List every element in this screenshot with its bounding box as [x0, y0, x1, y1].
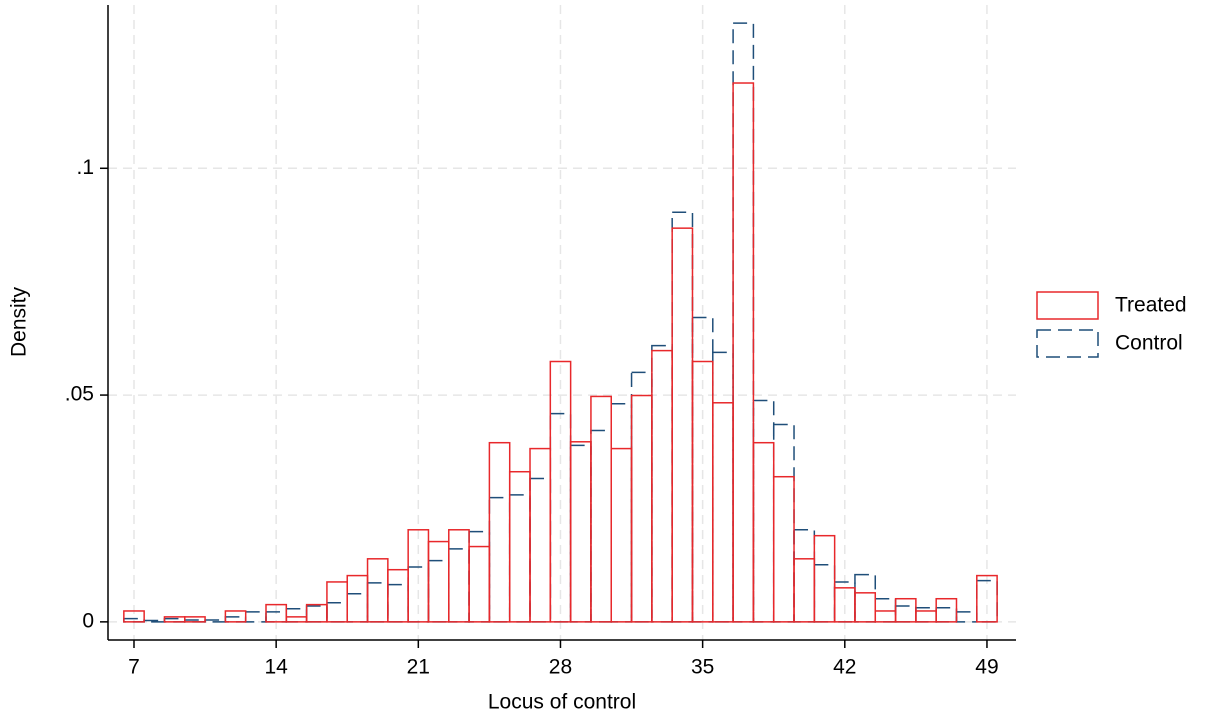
histogram-bar [285, 607, 308, 623]
histogram-bar [590, 429, 612, 623]
histogram-bar [427, 559, 450, 623]
histogram-bar [326, 581, 348, 623]
histogram-bar [488, 496, 511, 623]
histogram-bar [529, 447, 552, 623]
histogram-bar [915, 607, 937, 623]
histogram-bar [610, 447, 633, 623]
histogram-bar [854, 573, 877, 623]
histogram-bar [630, 394, 653, 623]
histogram-bar [732, 82, 755, 623]
y-axis-label: Density [8, 286, 31, 357]
histogram-bar [712, 351, 734, 623]
histogram-bar [671, 211, 694, 623]
histogram-bar [488, 441, 511, 623]
x-tick-label: 35 [691, 656, 714, 679]
histogram-bar [772, 423, 795, 623]
histogram-bar [468, 545, 491, 623]
histogram-bar [387, 583, 409, 623]
histogram-bar [935, 597, 958, 623]
histogram-bar [894, 597, 917, 623]
histogram-bar [874, 610, 897, 623]
histogram-bar [184, 616, 206, 623]
legend-swatch [1036, 329, 1099, 358]
histogram-bar [915, 610, 937, 623]
histogram-bar [732, 22, 755, 623]
histogram-bar [955, 611, 978, 623]
x-axis-label: Locus of control [488, 691, 636, 714]
histogram-bar [854, 592, 877, 623]
histogram-bar [326, 602, 348, 623]
histogram-bar [651, 344, 673, 623]
histogram-bar [894, 605, 917, 623]
histogram-bar [508, 494, 531, 623]
x-tick-label: 42 [833, 656, 856, 679]
histogram-bar [813, 563, 836, 623]
histogram-bar [569, 441, 592, 623]
histogram-bar [305, 605, 328, 623]
histogram-bar [651, 349, 673, 623]
legend-label: Treated [1115, 294, 1187, 317]
histogram-bar [448, 548, 470, 623]
histogram-bar [752, 441, 775, 623]
histogram-bar [366, 582, 389, 623]
histogram-bar [712, 402, 734, 623]
histogram-bar [123, 610, 145, 623]
x-tick-label: 49 [975, 656, 998, 679]
histogram-bar [468, 530, 491, 623]
y-tick-label: 0 [82, 609, 94, 632]
x-tick-label: 21 [407, 656, 430, 679]
histogram-bar [305, 603, 328, 623]
legend-swatch [1036, 291, 1099, 320]
y-tick-label: .1 [76, 156, 94, 179]
histogram-bar [976, 579, 998, 623]
histogram-bar [285, 616, 308, 623]
histogram-bar [224, 610, 247, 623]
x-tick-label: 14 [264, 656, 288, 679]
histogram-bar [346, 592, 369, 623]
histogram-bar [244, 611, 267, 623]
histogram-bar [427, 540, 450, 623]
histogram-bar [569, 444, 592, 623]
histogram-bar [813, 534, 836, 623]
histogram-bar [143, 619, 166, 623]
y-tick-label: .05 [65, 383, 94, 406]
histogram-bar [793, 529, 816, 623]
histogram-bar [671, 227, 694, 623]
histogram-bar [793, 558, 816, 623]
x-tick-label: 7 [128, 656, 140, 679]
histogram-bar [752, 399, 775, 623]
histogram-bar [204, 619, 227, 623]
histogram-bar [265, 603, 288, 623]
histogram-bar [976, 574, 998, 623]
x-tick-label: 28 [549, 656, 572, 679]
histogram-bar [387, 568, 409, 623]
histogram-bar [935, 607, 958, 623]
legend-label: Control [1115, 332, 1183, 355]
histogram-bar [366, 558, 389, 623]
histogram-bar [630, 371, 653, 623]
histogram-bar [772, 475, 795, 623]
histogram-bar [529, 477, 552, 623]
histogram-bar [448, 529, 470, 623]
histogram-bar [346, 574, 369, 623]
histogram-bar [610, 402, 633, 623]
